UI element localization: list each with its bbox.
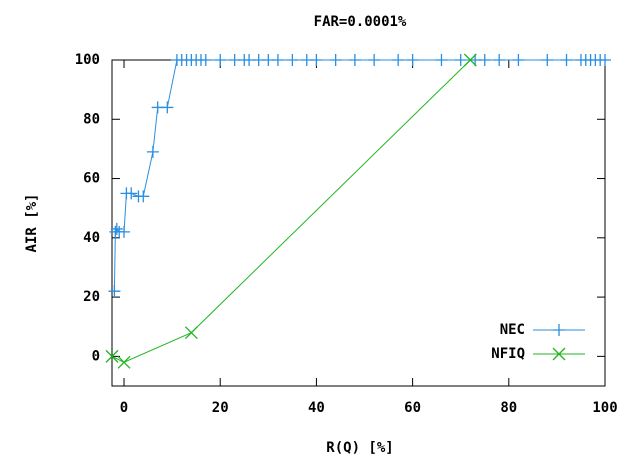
x-tick-label: 100 [592, 400, 617, 416]
legend-marker [552, 347, 566, 361]
point-marker [199, 54, 212, 66]
x-tick-label: 40 [308, 400, 325, 416]
series-line [113, 59, 605, 292]
x-axis-label: R(Q) [%] [326, 440, 393, 456]
x-tick-label: 80 [500, 400, 517, 416]
x-tick-label: 20 [212, 400, 229, 416]
point-marker [599, 54, 611, 66]
point-marker [560, 54, 573, 66]
point-marker [214, 54, 227, 66]
point-marker [110, 222, 123, 235]
point-marker [329, 54, 342, 66]
x-tick-label: 60 [404, 400, 421, 416]
point-marker [310, 54, 323, 66]
point-marker [368, 54, 381, 66]
point-marker [463, 53, 477, 67]
point-marker [271, 54, 284, 66]
point-marker [146, 145, 159, 158]
point-marker [454, 54, 467, 66]
y-axis-label: AIR [%] [24, 193, 40, 252]
chart-title: FAR=0.0001% [314, 14, 407, 30]
point-marker [108, 285, 121, 298]
point-marker [392, 54, 405, 66]
point-marker [435, 54, 448, 66]
point-marker [137, 190, 150, 203]
point-marker [125, 187, 138, 200]
y-tick-label: 80 [83, 111, 100, 127]
point-marker [184, 326, 198, 340]
point-marker [541, 54, 554, 66]
y-tick-label: 20 [83, 289, 100, 305]
legend-marker [553, 324, 565, 336]
point-marker [493, 54, 506, 66]
y-tick-label: 60 [83, 171, 100, 187]
point-marker [117, 355, 131, 369]
point-marker [161, 101, 174, 114]
series-line [111, 59, 471, 363]
point-marker [478, 54, 491, 66]
point-marker [286, 54, 299, 66]
point-marker [105, 349, 119, 363]
legend-label: NFIQ [491, 346, 525, 362]
x-tick-label: 0 [120, 400, 128, 416]
y-tick-label: 100 [75, 52, 100, 68]
y-tick-label: 40 [83, 230, 100, 246]
y-tick-label: 0 [92, 348, 100, 364]
point-marker [406, 54, 419, 66]
plot-frame [111, 59, 606, 387]
legend-label: NEC [500, 322, 525, 338]
point-marker [348, 54, 361, 66]
point-marker [512, 54, 525, 66]
point-marker [118, 225, 131, 238]
